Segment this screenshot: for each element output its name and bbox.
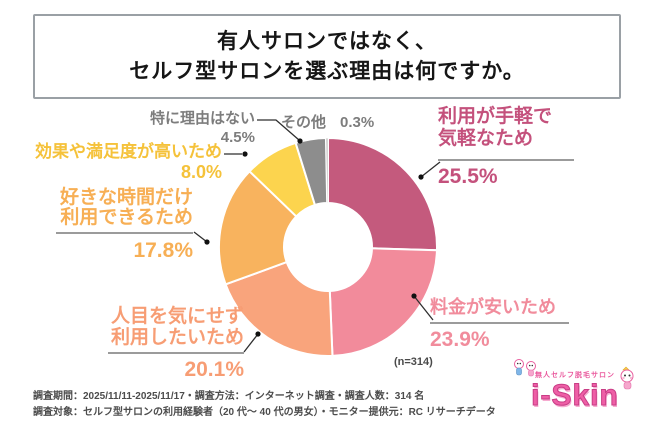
donut-slice-0 xyxy=(327,136,438,252)
leader-line-1 xyxy=(413,295,434,321)
survey-note-line1: 調査期間：2025/11/11-2025/11/17・調査方法：インターネット調… xyxy=(33,391,425,402)
callout-label: 人目を気にせず 利用したいため xyxy=(108,306,244,354)
leader-dot-0 xyxy=(418,174,424,180)
callout-label-line2: 利用できるため xyxy=(60,207,193,228)
callout-percent: 23.9% xyxy=(430,328,490,351)
callout-easy-casual: 利用が手軽で 気軽なため 25.5% xyxy=(438,106,574,189)
callout-label: 効果や満足度が高いため xyxy=(35,142,222,161)
leader-line-5 xyxy=(257,119,300,141)
page-title-line2: セルフ型サロンを選ぶ理由は何ですか。 xyxy=(129,59,525,83)
title-box: 有人サロンではなく、 セルフ型サロンを選ぶ理由は何ですか。 xyxy=(33,14,621,99)
callout-label: 利用が手軽で 気軽なため xyxy=(438,106,574,161)
callout-label: 特に理由はない xyxy=(149,110,255,127)
callout-percent: 0.3% xyxy=(340,114,375,131)
callout-label: その他 xyxy=(281,114,327,131)
callout-label: 料金が安いため xyxy=(430,297,569,324)
page-title-line1: 有人サロンではなく、 xyxy=(217,29,437,53)
leader-line-0 xyxy=(420,161,441,178)
leader-dot-1 xyxy=(411,293,417,299)
donut-slice-6 xyxy=(325,137,329,204)
mascot-right-icon xyxy=(620,366,634,390)
donut-slice-3 xyxy=(218,169,298,286)
logo-brand-text: i-Skin xyxy=(531,379,619,412)
callout-effectiveness: 効果や満足度が高いため 8.0% xyxy=(35,142,222,183)
brand-logo: 無人セルフ脱毛サロン i-Skin xyxy=(505,358,645,430)
callout-label-line1: 利用が手軽で xyxy=(438,106,553,127)
leader-dot-3 xyxy=(204,239,210,245)
sample-size-label: (n=314) xyxy=(394,356,433,368)
callout-label-line2: 気軽なため xyxy=(438,128,534,149)
donut-slice-1 xyxy=(328,247,438,357)
leader-dot-4 xyxy=(242,151,248,157)
callout-no-reason: 特に理由はない 4.5% xyxy=(118,110,255,146)
callout-label-line1: 好きな時間だけ xyxy=(59,187,193,208)
mascot-left-icon xyxy=(514,359,536,377)
callout-label: 好きな時間だけ 利用できるため xyxy=(56,188,193,234)
leader-line-3 xyxy=(193,231,208,243)
callout-other: その他 0.3% xyxy=(281,111,374,132)
leader-dot-2 xyxy=(255,331,261,337)
survey-note-line2: 調査対象：セルフ型サロンの利用経験者（20 代～ 40 代の男女）・モニター提供… xyxy=(33,407,496,418)
leader-line-2 xyxy=(243,333,259,353)
callout-percent: 20.1% xyxy=(184,358,244,381)
callout-percent: 25.5% xyxy=(438,165,498,188)
survey-notes: 調査期間：2025/11/11-2025/11/17・調査方法：インターネット調… xyxy=(33,389,496,421)
callout-percent: 17.8% xyxy=(133,239,193,262)
callout-label-line1: 人目を気にせず xyxy=(110,306,244,327)
leader-dot-5 xyxy=(297,138,303,144)
callout-privacy: 人目を気にせず 利用したいため 20.1% xyxy=(108,306,244,382)
callout-percent: 8.0% xyxy=(180,162,222,182)
callout-percent: 4.5% xyxy=(220,129,255,146)
callout-low-price: 料金が安いため 23.9% xyxy=(430,297,569,352)
donut-slice-2 xyxy=(224,260,334,357)
callout-label-line2: 利用したいため xyxy=(110,327,244,348)
logo-tagline: 無人セルフ脱毛サロン xyxy=(535,372,615,379)
callout-anytime: 好きな時間だけ 利用できるため 17.8% xyxy=(56,188,193,263)
